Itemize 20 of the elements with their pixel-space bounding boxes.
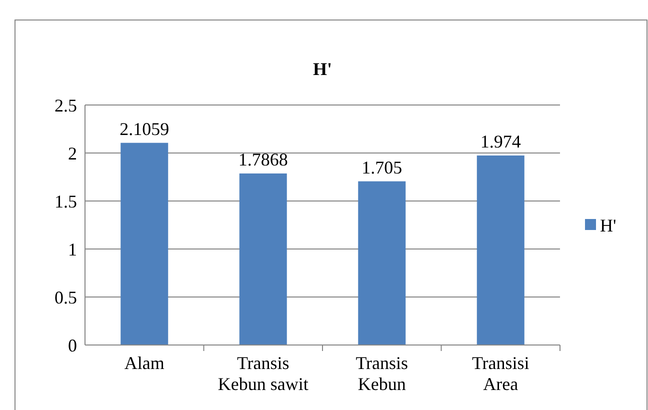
data-label: 1.7868	[238, 149, 288, 170]
x-tick-label: Transis Kebun sawit	[218, 353, 308, 394]
y-tick-label: 1	[68, 239, 77, 260]
bar	[120, 142, 168, 345]
y-tick-label: 0	[68, 335, 77, 356]
y-tick-label: 0.5	[54, 287, 77, 308]
y-tick-label: 2.5	[54, 95, 77, 116]
y-tick-label: 2	[68, 143, 77, 164]
bar	[358, 181, 406, 345]
data-label: 1.974	[480, 131, 521, 152]
bar	[239, 173, 287, 345]
data-label: 1.705	[362, 157, 402, 178]
x-tick-label: Alam	[124, 353, 164, 373]
legend-label: H'	[600, 215, 616, 236]
bar	[476, 155, 524, 345]
y-tick-label: 1.5	[54, 191, 77, 212]
x-tick-label: Transisi Area	[472, 353, 530, 394]
chart-title: H'	[312, 59, 332, 79]
data-label: 2.1059	[120, 118, 170, 139]
x-tick-label: Transis Kebun	[356, 353, 408, 394]
